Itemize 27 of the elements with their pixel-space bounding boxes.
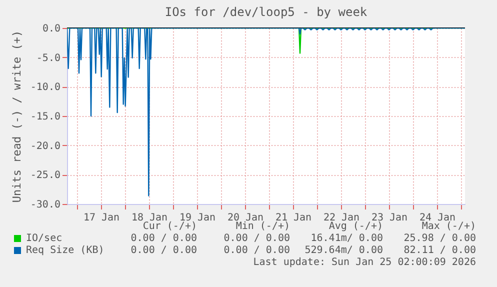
y-tick-label: -5.0 <box>36 52 60 64</box>
text: Max (-/+) <box>422 221 476 232</box>
text: 82.11 / 0.00 <box>404 245 476 256</box>
line-series <box>67 28 465 196</box>
text: Last update: Sun Jan 25 02:00:09 2026 <box>253 257 476 268</box>
text: Avg (-/+) <box>328 221 383 232</box>
text: 16.41m/ 0.00 <box>310 233 383 244</box>
text: Cur (-/+) <box>142 221 197 232</box>
x-tick-label: 17 Jan <box>83 212 120 224</box>
text: 25.98 / 0.00 <box>404 233 476 244</box>
y-tick-label: -30.0 <box>30 200 60 210</box>
y-tick-label: -10.0 <box>30 82 60 94</box>
text: 0.00 / 0.00 <box>130 233 197 244</box>
text: Min (-/+) <box>236 221 290 232</box>
y-axis-title: Units read (-) / write (+) <box>10 30 24 203</box>
text: 0.00 / 0.00 <box>224 233 290 244</box>
y-tick-label: -25.0 <box>30 170 60 182</box>
y-tick-label: 0.0 <box>42 24 60 34</box>
text: 0.00 / 0.00 <box>130 245 197 256</box>
text: 529.64m/ 0.00 <box>304 245 383 256</box>
text: 0.00 / 0.00 <box>224 245 290 256</box>
y-tick-label: -20.0 <box>30 140 60 152</box>
legend-label: Req Size (KB) <box>26 245 104 256</box>
y-tick-label: -15.0 <box>30 112 60 122</box>
chart-title: IOs for /dev/loop5 - by week <box>164 5 368 19</box>
legend-label: IO/sec <box>26 233 62 244</box>
x-tick-label: 23 Jan <box>371 212 408 224</box>
